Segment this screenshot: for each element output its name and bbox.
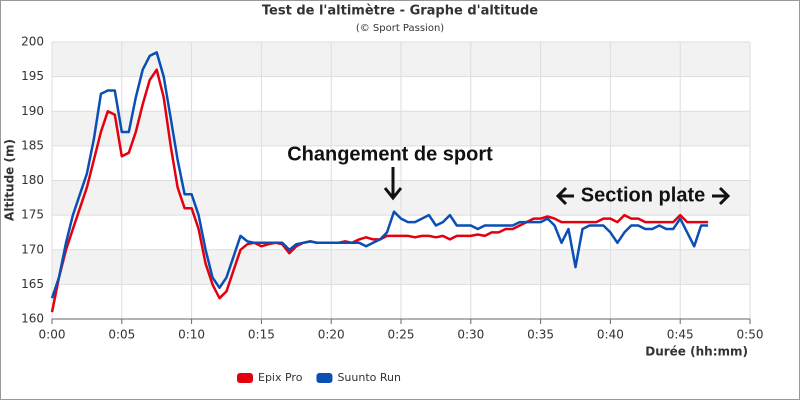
annotation-arrow xyxy=(383,167,403,201)
x-tick-label: 0:40 xyxy=(597,328,624,342)
y-tick-label: 170 xyxy=(21,242,44,256)
x-tick-label: 0:10 xyxy=(178,328,205,342)
y-tick-label: 190 xyxy=(21,104,44,118)
annotation-arrow xyxy=(712,186,731,206)
chart-title: Test de l'altimètre - Graphe d'altitude xyxy=(262,4,538,19)
annotation-arrow xyxy=(555,186,574,206)
y-tick-label: 195 xyxy=(21,69,44,83)
y-tick-label: 165 xyxy=(21,277,44,291)
x-tick-label: 0:50 xyxy=(737,328,764,342)
x-tick-label: 0:20 xyxy=(318,328,345,342)
x-axis-label: Durée (hh:mm) xyxy=(645,345,748,359)
x-tick-label: 0:45 xyxy=(667,328,694,342)
x-tick-label: 0:35 xyxy=(527,328,554,342)
y-tick-label: 200 xyxy=(21,35,44,49)
x-tick-label: 0:30 xyxy=(457,328,484,342)
y-tick-label: 175 xyxy=(21,208,44,222)
data-line xyxy=(50,51,709,299)
y-tick-label: 185 xyxy=(21,138,44,152)
y-tick-label: 160 xyxy=(21,312,44,326)
chart-subtitle: (© Sport Passion) xyxy=(356,23,444,34)
legend-swatch xyxy=(237,373,253,383)
x-tick-label: 0:00 xyxy=(39,328,66,342)
x-tick-label: 0:05 xyxy=(108,328,135,342)
legend-label: Suunto Run xyxy=(337,371,401,384)
x-tick-label: 0:25 xyxy=(388,328,415,342)
legend-swatch xyxy=(316,373,333,383)
y-tick-label: 180 xyxy=(21,173,44,187)
annotation: Changement de sport xyxy=(287,143,493,165)
x-tick-label: 0:15 xyxy=(248,328,275,342)
annotation: Section plate xyxy=(581,184,705,206)
legend-label: Epix Pro xyxy=(258,371,303,384)
y-axis-label: Altitude (m) xyxy=(3,139,17,221)
